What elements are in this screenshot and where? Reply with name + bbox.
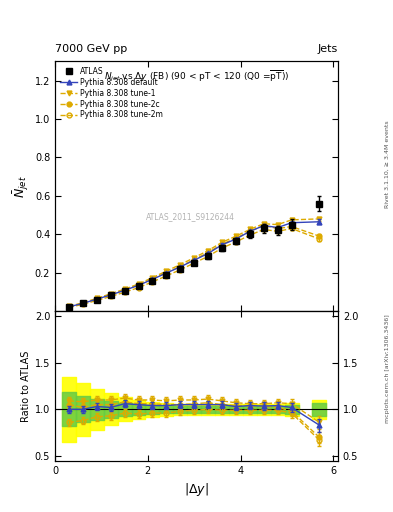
Text: Jets: Jets [318, 44, 338, 54]
Y-axis label: Ratio to ATLAS: Ratio to ATLAS [20, 350, 31, 421]
Text: Rivet 3.1.10, ≥ 3.4M events: Rivet 3.1.10, ≥ 3.4M events [385, 120, 390, 208]
Text: 7000 GeV pp: 7000 GeV pp [55, 44, 127, 54]
Legend: ATLAS, Pythia 8.308 default, Pythia 8.308 tune-1, Pythia 8.308 tune-2c, Pythia 8: ATLAS, Pythia 8.308 default, Pythia 8.30… [59, 65, 165, 121]
Text: ATLAS_2011_S9126244: ATLAS_2011_S9126244 [146, 211, 235, 221]
Y-axis label: $\bar{N}_{jet}$: $\bar{N}_{jet}$ [11, 175, 31, 198]
X-axis label: $|\Delta y|$: $|\Delta y|$ [184, 481, 209, 498]
Text: $N_{jet}$ vs $\Delta y$ (FB) (90 < pT < 120 (Q0 =$\overline{\rm pT}$)): $N_{jet}$ vs $\Delta y$ (FB) (90 < pT < … [104, 69, 289, 84]
Text: mcplots.cern.ch [arXiv:1306.3436]: mcplots.cern.ch [arXiv:1306.3436] [385, 314, 390, 423]
